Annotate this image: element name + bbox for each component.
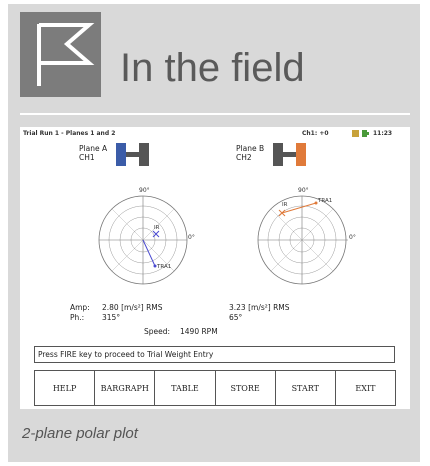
- plane-a-amp-value: 2.80 [m/s²] RMS: [102, 303, 163, 312]
- softkey-bar: HELP BARGRAPH TABLE STORE START EXIT: [34, 370, 396, 406]
- speed-label: Speed:: [144, 327, 171, 336]
- store-button[interactable]: STORE: [215, 371, 276, 405]
- plane-a-icon: [116, 143, 149, 166]
- flag-icon: [37, 23, 95, 86]
- polar-plots: 90° 0° IR TRA1 90° 0° IR: [98, 143, 356, 285]
- plane-a-polar-plot: 90° 0° IR TRA1: [98, 187, 195, 285]
- plane-a-name: Plane A: [79, 144, 108, 153]
- plane-a-phase-value: 315°: [102, 313, 121, 322]
- status-title: Trial Run 1 - Planes 1 and 2: [23, 130, 116, 137]
- page-title: In the field: [120, 46, 305, 90]
- plane-a-tra1-point: [153, 264, 157, 268]
- device-screen: Trial Run 1 - Planes 1 and 2 Ch1: +0 11:…: [20, 127, 410, 409]
- plane-b-tra1-point: [314, 201, 318, 205]
- plane-b-phase-value: 65°: [229, 313, 243, 322]
- plane-b-90-label: 90°: [298, 187, 309, 194]
- status-bar: Trial Run 1 - Planes 1 and 2 Ch1: +0 11:…: [20, 127, 410, 140]
- figure-caption: 2-plane polar plot: [22, 425, 138, 442]
- plane-b-amp-value: 3.23 [m/s²] RMS: [229, 303, 290, 312]
- plane-b-channel: CH2: [236, 153, 252, 162]
- plane-a-0-label: 0°: [188, 234, 195, 241]
- plane-b-polar-plot: 90° 0° IR TRA1: [257, 187, 356, 285]
- flag-icon-box: [20, 12, 101, 97]
- info-card: In the field Trial Run 1 - Planes 1 and …: [8, 4, 420, 462]
- plane-a-ir-marker: [152, 230, 160, 238]
- plane-a-tra1-label: TRA1: [156, 264, 171, 270]
- battery-icon: [352, 130, 369, 137]
- plane-a-90-label: 90°: [139, 187, 150, 194]
- status-channel: Ch1: +0: [302, 130, 329, 137]
- exit-button[interactable]: EXIT: [335, 371, 396, 405]
- plane-b-ir-label: IR: [282, 202, 288, 208]
- amp-label: Amp:: [70, 303, 90, 312]
- plane-a-ir-label: IR: [154, 225, 160, 231]
- status-time: 11:23: [373, 130, 393, 137]
- plane-b-tra1-vector: [281, 202, 317, 214]
- bargraph-button[interactable]: BARGRAPH: [95, 371, 156, 405]
- plane-b-icon: [273, 143, 306, 166]
- plane-b-0-label: 0°: [349, 234, 356, 241]
- start-button[interactable]: START: [275, 371, 336, 405]
- plane-b-name: Plane B: [236, 144, 265, 153]
- plane-a-tra1-vector: [142, 239, 156, 267]
- plane-a-channel: CH1: [79, 153, 95, 162]
- phase-label: Ph.:: [70, 313, 85, 322]
- message-box: Press FIRE key to proceed to Trial Weigh…: [34, 346, 395, 363]
- speed-value: 1490 RPM: [180, 327, 218, 336]
- heading-divider: [20, 113, 410, 115]
- help-button[interactable]: HELP: [35, 371, 96, 405]
- plane-b-tra1-label: TRA1: [317, 198, 332, 204]
- table-button[interactable]: TABLE: [155, 371, 216, 405]
